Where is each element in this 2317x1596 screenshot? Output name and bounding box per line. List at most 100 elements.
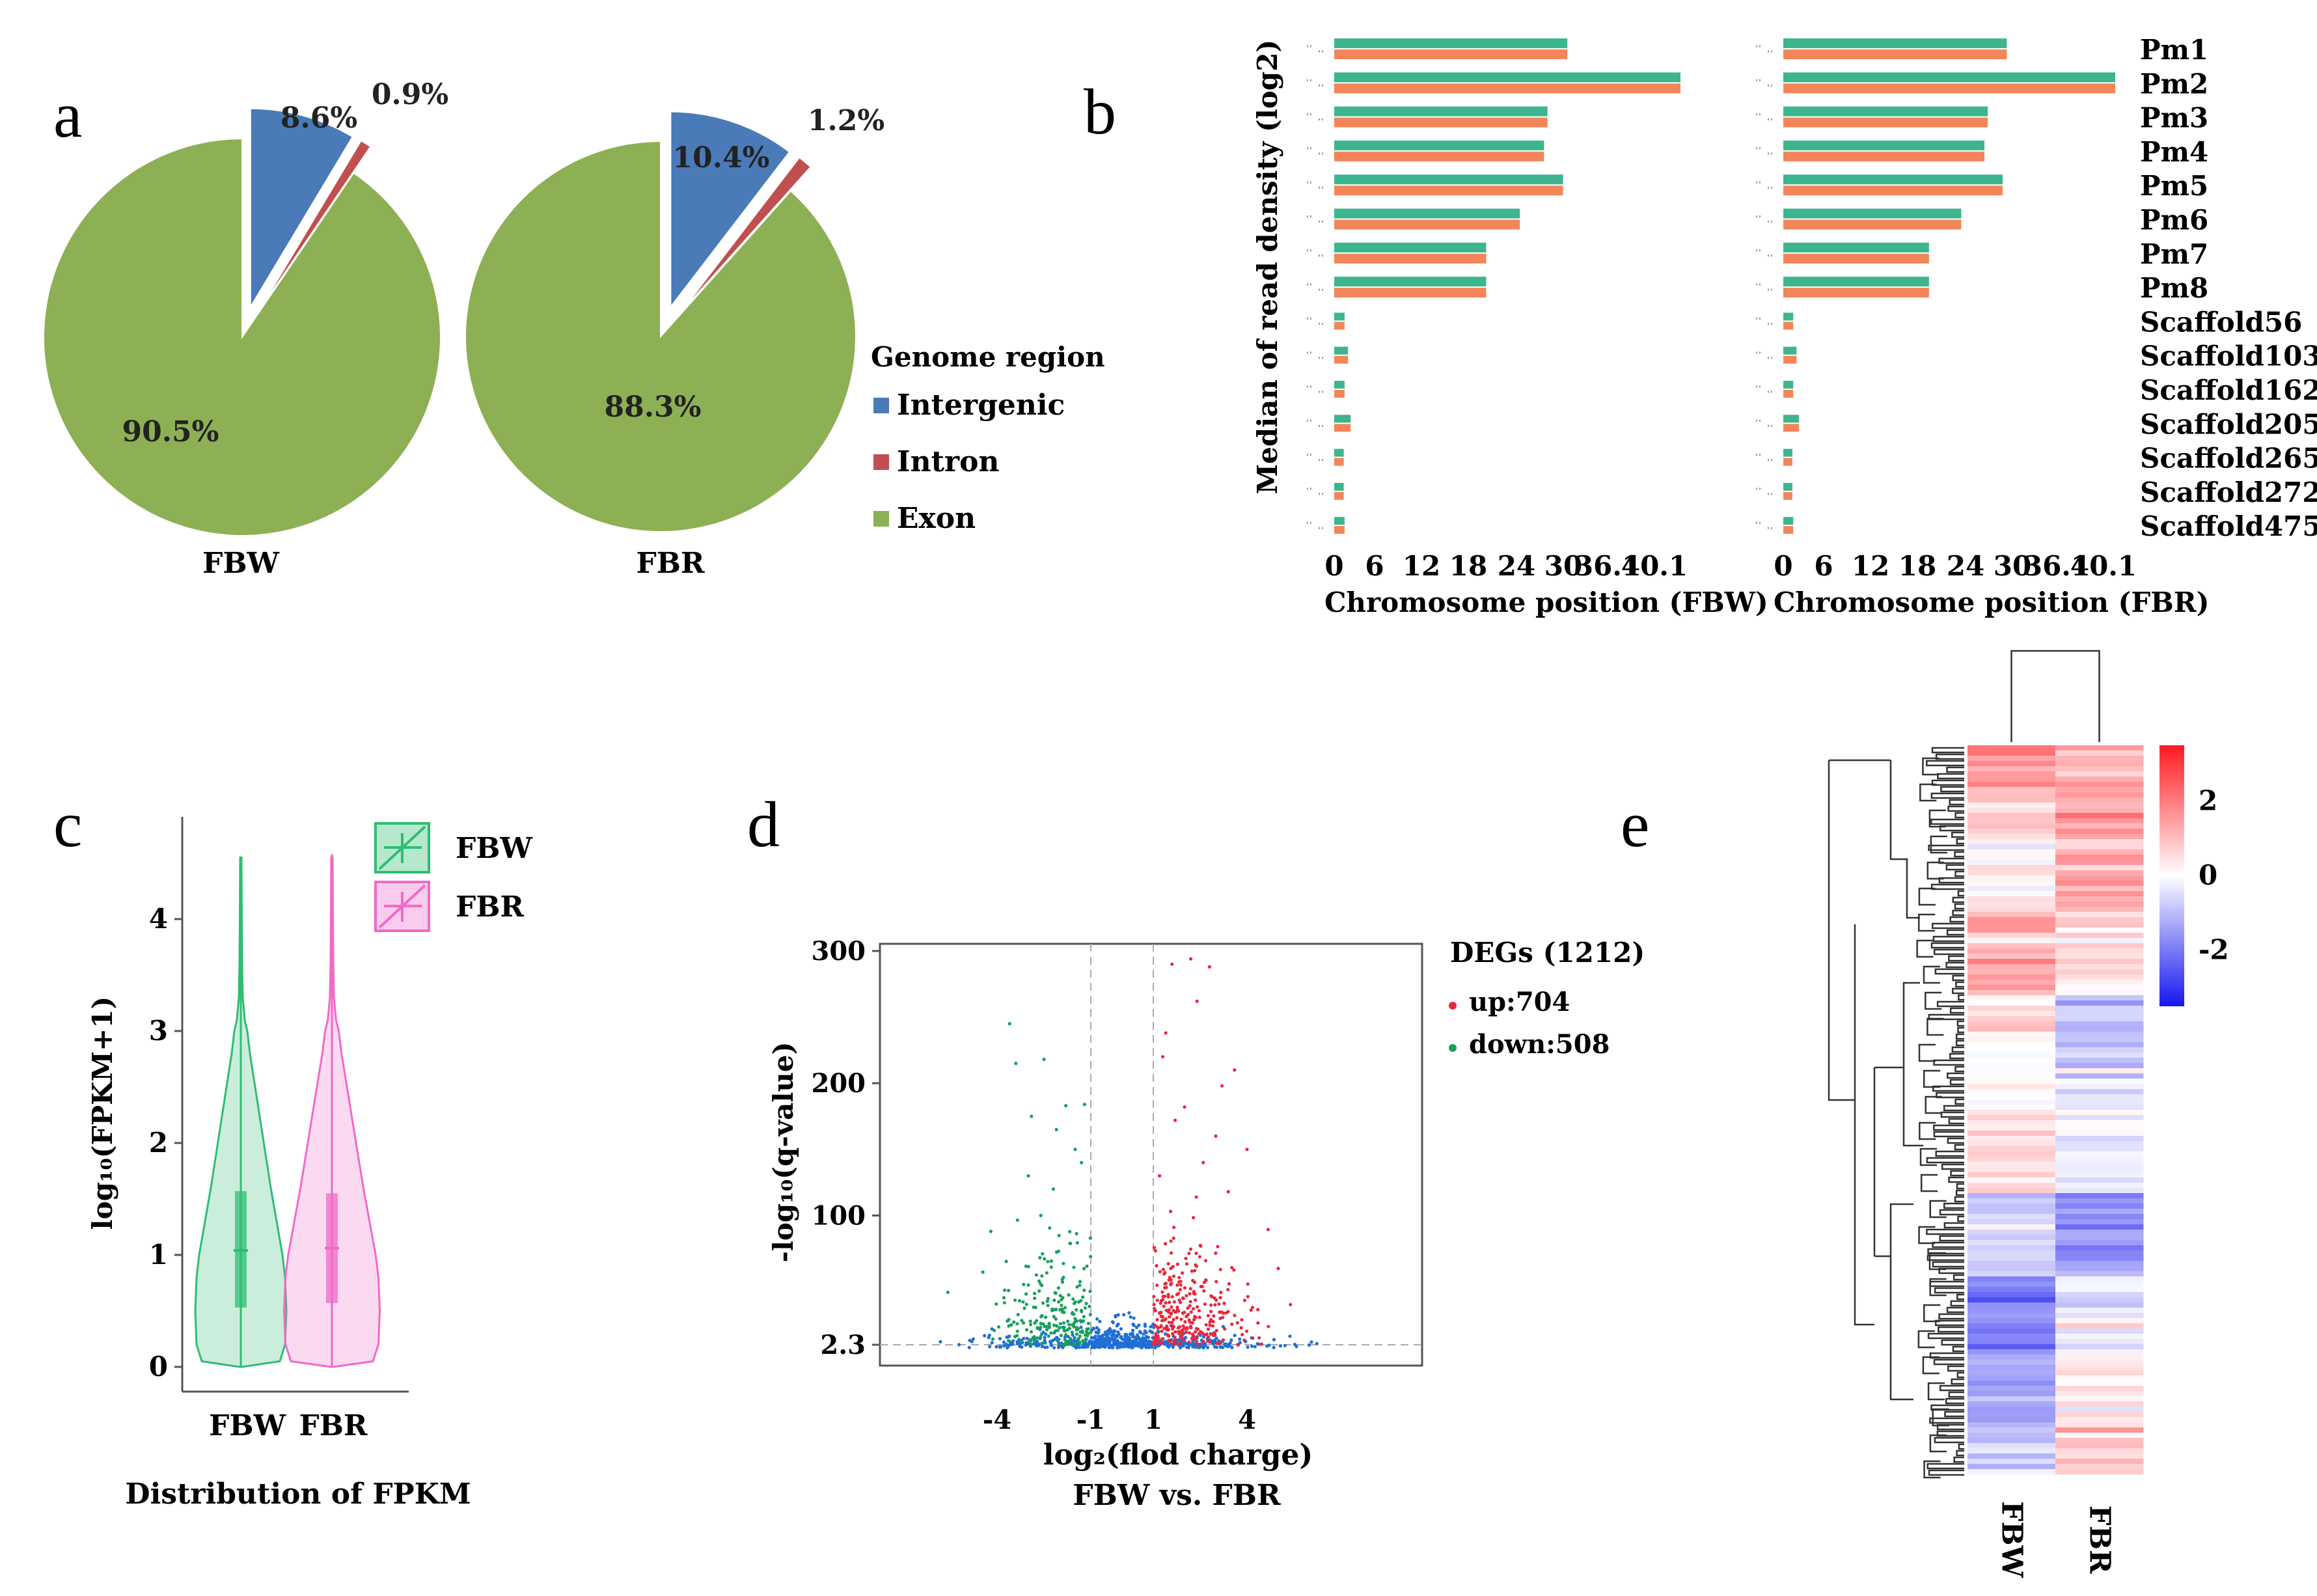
xtick-label: 6 bbox=[1365, 550, 1384, 582]
point-up bbox=[1152, 1336, 1156, 1340]
point-down bbox=[1072, 1301, 1076, 1306]
heat-cell-fbw bbox=[1967, 1177, 2056, 1183]
point-up bbox=[1214, 1298, 1218, 1302]
bar-fbr-Scaffold103 bbox=[1783, 355, 1797, 364]
point-down bbox=[989, 1230, 993, 1233]
heat-cell-fbw bbox=[1967, 797, 2056, 803]
point-up bbox=[1155, 1317, 1159, 1322]
heat-cell-fbr bbox=[2055, 1375, 2144, 1381]
row-dendrogram bbox=[1932, 935, 1964, 942]
heat-cell-fbr bbox=[2055, 1099, 2144, 1105]
heat-cell-fbr bbox=[2055, 818, 2144, 824]
heat-cell-fbw bbox=[1967, 1318, 2056, 1324]
y-tick-label: 200 bbox=[812, 1068, 866, 1099]
point-down bbox=[1049, 1259, 1053, 1263]
row-dendrogram bbox=[1936, 1430, 1964, 1437]
point-down bbox=[1045, 1299, 1049, 1303]
point-ns bbox=[1104, 1336, 1108, 1340]
heat-cell-fbw bbox=[1967, 750, 2056, 756]
row-dendrogram bbox=[1931, 779, 1964, 786]
row-dendrogram bbox=[1941, 1339, 1964, 1346]
heat-cell-fbw bbox=[1967, 792, 2056, 798]
point-up bbox=[1164, 1308, 1168, 1312]
point-up bbox=[1230, 1265, 1234, 1270]
colorbar-step bbox=[2159, 804, 2184, 808]
colorbar-step bbox=[2159, 1002, 2184, 1006]
bar-fbr-Pm7 bbox=[1783, 253, 1929, 264]
point-down bbox=[1046, 1259, 1050, 1263]
heat-cell-fbw bbox=[1967, 1417, 2056, 1423]
point-down bbox=[1058, 1293, 1062, 1298]
point-ns bbox=[1131, 1328, 1135, 1332]
point-up bbox=[1173, 1118, 1177, 1122]
heat-cell-fbw bbox=[1967, 756, 2056, 762]
point-down bbox=[1085, 1327, 1089, 1331]
point-ns bbox=[1230, 1345, 1234, 1349]
point-ns bbox=[1136, 1333, 1140, 1337]
colorbar-step bbox=[2159, 866, 2184, 870]
heat-cell-fbr bbox=[2055, 766, 2144, 772]
point-up bbox=[1206, 1314, 1210, 1317]
heat-cell-fbw bbox=[1967, 1032, 2056, 1038]
heat-cell-fbr bbox=[2055, 1344, 2144, 1350]
heat-cell-fbr bbox=[2055, 1438, 2144, 1444]
point-up bbox=[1201, 1331, 1205, 1335]
point-up bbox=[1160, 1054, 1164, 1059]
point-up bbox=[1198, 1255, 1201, 1259]
row-dendrogram bbox=[1941, 1163, 1964, 1170]
point-down bbox=[1024, 1328, 1029, 1332]
bar-fbw-Scaffold475 bbox=[1783, 517, 1794, 525]
heat-cell-fbr bbox=[2055, 1282, 2144, 1287]
point-ns bbox=[1238, 1337, 1242, 1341]
point-up bbox=[1222, 1311, 1226, 1315]
heat-cell-fbr bbox=[2055, 1063, 2144, 1069]
point-ns bbox=[1082, 1343, 1086, 1347]
plot-frame bbox=[879, 942, 1423, 1367]
bar-fbw-Pm3 bbox=[1783, 106, 1988, 117]
heat-cell-fbr bbox=[2055, 1141, 2144, 1147]
point-up bbox=[1204, 1323, 1208, 1327]
row-dendrogram bbox=[1928, 1469, 1964, 1476]
point-ns bbox=[1015, 1341, 1019, 1345]
row-dendrogram bbox=[1939, 825, 1964, 832]
point-down bbox=[1080, 1310, 1084, 1314]
row-dendrogram bbox=[1958, 994, 1964, 1001]
point-ns bbox=[990, 1341, 994, 1345]
point-down bbox=[1085, 1264, 1089, 1268]
chromosome-label-Pm8: Pm8 bbox=[2140, 272, 2208, 304]
point-up bbox=[1188, 1292, 1192, 1296]
point-down bbox=[1062, 1261, 1065, 1265]
point-up bbox=[1178, 1330, 1182, 1334]
point-down bbox=[1045, 1271, 1049, 1275]
point-down bbox=[1034, 1273, 1039, 1277]
row-dendrogram bbox=[1943, 1202, 1964, 1209]
heat-cell-fbw bbox=[1967, 870, 2056, 876]
point-down bbox=[1086, 1321, 1091, 1325]
point-down bbox=[1029, 1330, 1034, 1334]
point-up bbox=[1191, 1278, 1195, 1282]
point-down bbox=[1076, 1337, 1081, 1341]
point-down bbox=[1020, 1319, 1024, 1323]
point-ns bbox=[1186, 1345, 1190, 1349]
row-dendrogram bbox=[1935, 1150, 1964, 1157]
point-down bbox=[1026, 1174, 1030, 1178]
row-dendrogram bbox=[1958, 1443, 1964, 1450]
bar-fbw-Pm2 bbox=[1783, 72, 2115, 83]
point-up bbox=[1158, 1174, 1162, 1178]
colorbar-step bbox=[2159, 752, 2184, 756]
row-dendrogram bbox=[1923, 1304, 1941, 1323]
point-down bbox=[1079, 1299, 1083, 1302]
row-dendrogram bbox=[1926, 1017, 1944, 1036]
colorbar-step bbox=[2159, 869, 2184, 873]
point-ns bbox=[1102, 1339, 1106, 1343]
colorbar-step bbox=[2159, 892, 2184, 896]
chromosome-ylabel: Median of read density (log2) bbox=[1252, 40, 1283, 495]
heat-cell-fbw bbox=[1967, 1105, 2056, 1110]
bar-fbr-Pm6 bbox=[1334, 219, 1520, 230]
heat-cell-fbw bbox=[1967, 886, 2056, 892]
pie-slice-intergenic bbox=[249, 107, 354, 310]
point-up bbox=[1206, 1327, 1211, 1331]
point-ns bbox=[1111, 1343, 1115, 1347]
point-down bbox=[1047, 1321, 1051, 1325]
colorbar-step bbox=[2159, 843, 2184, 847]
